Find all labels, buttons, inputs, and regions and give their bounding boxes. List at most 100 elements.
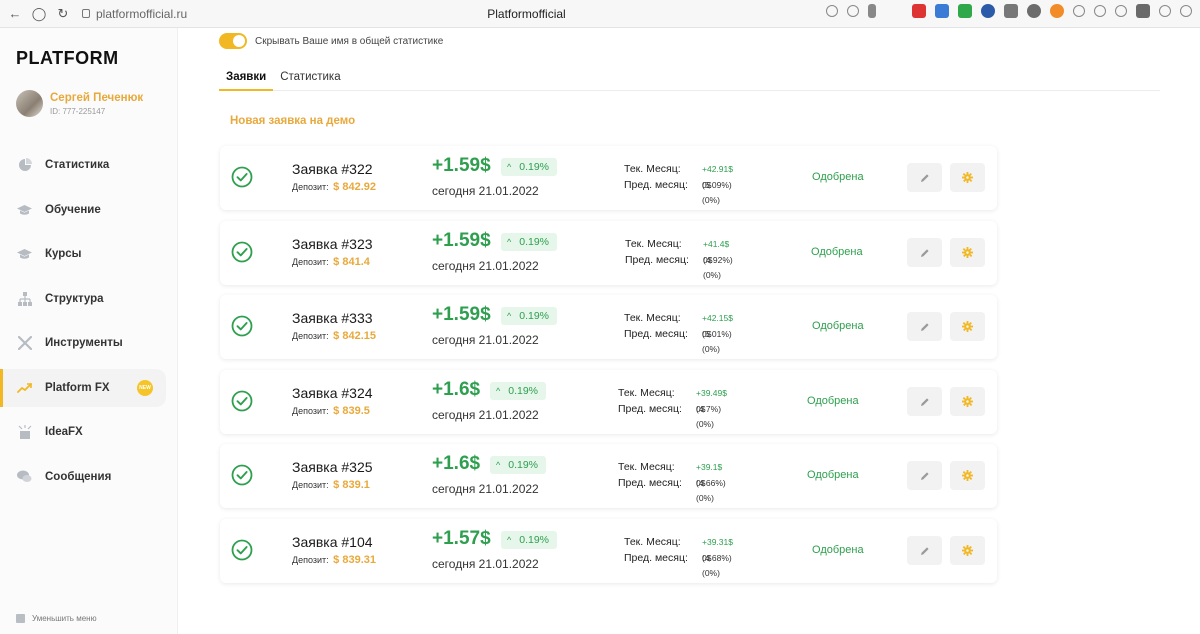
deposit-value: $ 841.4 [333, 256, 370, 268]
collapse-menu-button[interactable]: Уменьшить меню [16, 614, 97, 623]
request-date: сегодня 21.01.2022 [432, 557, 539, 571]
deposit-label: Депозит: [292, 555, 329, 565]
sidebar-item-statistics[interactable]: Статистика [0, 146, 178, 184]
new-demo-request-link[interactable]: Новая заявка на демо [230, 115, 356, 127]
prev-month-value: 0$ (0%) [703, 254, 721, 281]
bookmark-icon[interactable] [868, 4, 876, 18]
profit-percent-badge: ^ 0.19% [501, 307, 558, 325]
edit-button[interactable] [907, 238, 942, 267]
sidebar-item-ideafx[interactable]: IdeaFX [0, 413, 178, 451]
extension-blue-icon[interactable] [935, 4, 949, 18]
extension-gray-icon[interactable] [1136, 4, 1150, 18]
extension-circle-icon[interactable] [981, 4, 995, 18]
request-name: Заявка #324 [292, 385, 373, 401]
sidebar-item-label: Сообщения [45, 470, 112, 483]
lightbulb-icon[interactable] [1115, 5, 1127, 17]
cur-month-label: Тек. Месяц: [618, 387, 675, 399]
settings-button[interactable] [950, 536, 985, 565]
edit-button[interactable] [907, 387, 942, 416]
logo[interactable]: PLATFORM [16, 48, 119, 68]
request-deposit: Депозит: $ 842.15 [292, 330, 376, 342]
shield-extension-icon[interactable] [1004, 4, 1018, 18]
settings-button[interactable] [950, 461, 985, 490]
prev-month-label: Пред. месяц: [624, 551, 688, 564]
user-name[interactable]: Сергей Печенюк [50, 91, 144, 104]
profit-value: +1.6$ [432, 453, 481, 474]
cur-month-value: +41.4$ [703, 239, 730, 249]
deposit-value: $ 839.5 [333, 405, 370, 417]
settings-button[interactable] [950, 387, 985, 416]
pencil-icon [920, 397, 929, 406]
sidebar-item-courses[interactable]: Курсы [0, 235, 178, 273]
cur-month-label: Тек. Месяц: [624, 312, 681, 324]
download-icon[interactable] [958, 4, 972, 18]
sidebar-item-label: IdeaFX [45, 426, 83, 438]
tab-statistics[interactable]: Статистика [280, 71, 341, 83]
reload-icon[interactable]: ↻ [57, 5, 69, 21]
request-card: Заявка #324 Депозит: $ 839.5 +1.6$ ^ 0.1… [220, 370, 997, 434]
chevron-up-icon: ^ [496, 386, 501, 396]
sidebar: PLATFORM Сергей Печенюк ID: 777-225147 С… [0, 28, 178, 634]
sidebar-item-training[interactable]: Обучение [0, 191, 178, 229]
status-badge: Одобрена [812, 320, 864, 332]
request-deposit: Депозит: $ 839.31 [292, 554, 376, 566]
edit-button[interactable] [907, 163, 942, 192]
cur-month-value: +42.91$ [702, 164, 733, 174]
download-arrow-icon[interactable] [1180, 5, 1192, 17]
deposit-label: Депозит: [292, 406, 329, 416]
deposit-label: Депозит: [292, 257, 329, 267]
pencil-icon [920, 322, 929, 331]
shield-icon[interactable]: ◯ [31, 5, 47, 21]
edit-button[interactable] [907, 461, 942, 490]
request-deposit: Депозит: $ 839.5 [292, 405, 370, 417]
user-profile[interactable]: Сергей Печенюк ID: 777-225147 [16, 90, 143, 117]
avatar[interactable] [16, 90, 43, 117]
extension-red-icon[interactable] [912, 4, 926, 18]
prev-month-label: Пред. месяц: [618, 476, 682, 489]
cloud-icon[interactable] [1094, 5, 1106, 17]
sidebar-item-tools[interactable]: Инструменты [0, 324, 178, 362]
sidebar-item-platform-fx[interactable]: Platform FX NEW [0, 368, 166, 407]
cur-month-label: Тек. Месяц: [625, 238, 682, 250]
edit-button[interactable] [907, 536, 942, 565]
prev-month-label: Пред. месяц: [618, 402, 682, 415]
settings-icon[interactable] [1073, 5, 1085, 17]
pencil-icon [920, 546, 929, 555]
monthly-stats: Тек. Месяц: +39.1$ (4.66%) Пред. месяц: 0$… [618, 460, 726, 503]
tab-requests[interactable]: Заявки [219, 66, 274, 91]
bitcoin-icon[interactable] [1050, 4, 1064, 18]
profit-percent: 0.19% [519, 310, 550, 322]
sidebar-item-structure[interactable]: Структура [0, 280, 178, 318]
adblock-icon[interactable] [1027, 4, 1041, 18]
prev-month-value: 0$ (0%) [696, 403, 714, 430]
sidebar-item-label: Курсы [45, 248, 82, 260]
address-text: platformofficial.ru [96, 6, 188, 21]
settings-button[interactable] [950, 163, 985, 192]
status-badge: Одобрена [807, 395, 859, 407]
address-bar[interactable]: platformofficial.ru [82, 7, 187, 21]
sidebar-item-messages[interactable]: Сообщения [0, 458, 178, 496]
prev-month-value: 0$ (0%) [702, 552, 720, 579]
status-badge: Одобрена [812, 171, 864, 183]
cur-month-value: +42.15$ [702, 313, 733, 323]
settings-button[interactable] [950, 238, 985, 267]
cur-month-percent: (4.66%) [696, 477, 726, 488]
sidebar-item-label: Обучение [45, 203, 101, 216]
gear-icon [962, 545, 973, 556]
search-icon[interactable] [826, 5, 838, 17]
monthly-stats: Тек. Месяц: +41.4$ (4.92%) Пред. месяц: 0$… [625, 237, 733, 280]
edit-button[interactable] [907, 312, 942, 341]
sidebar-item-label: Platform FX [45, 381, 110, 394]
back-arrow-icon[interactable]: ← [8, 6, 22, 21]
hide-name-toggle[interactable] [219, 33, 247, 49]
hide-name-setting: Скрывать Ваше имя в общей статистике [219, 33, 443, 49]
pencil-icon [920, 471, 929, 480]
user-id: ID: 777-225147 [50, 106, 106, 116]
pencil-icon [920, 248, 929, 257]
settings-button[interactable] [950, 312, 985, 341]
cur-month-percent: (4.7%) [696, 403, 722, 414]
request-name: Заявка #325 [292, 459, 373, 475]
user-icon[interactable] [1159, 5, 1171, 17]
translate-icon[interactable] [847, 5, 859, 17]
sidebar-item-label: Структура [45, 292, 104, 305]
